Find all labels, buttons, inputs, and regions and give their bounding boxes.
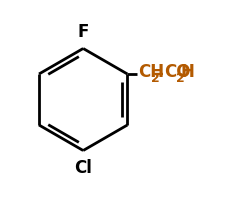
Text: F: F — [77, 23, 89, 41]
Text: Cl: Cl — [74, 159, 92, 177]
Text: CH: CH — [138, 63, 164, 81]
Text: 2: 2 — [176, 72, 185, 85]
Text: 2: 2 — [151, 72, 160, 85]
Text: CO: CO — [164, 63, 190, 81]
Text: H: H — [180, 63, 194, 81]
